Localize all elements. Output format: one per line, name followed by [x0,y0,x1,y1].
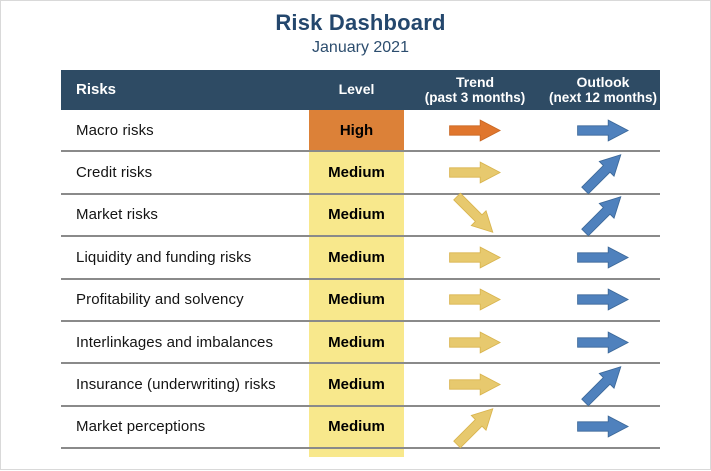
table-header-row: Risks Level Trend (past 3 months) Outloo… [61,70,660,110]
table-row: Macro risks High [61,110,660,153]
table-row: Credit risks Medium [61,152,660,195]
outlook-arrow-icon [576,195,630,237]
outlook-cell [546,152,660,195]
trend-cell [404,237,546,277]
column-header-trend: Trend (past 3 months) [404,73,546,106]
risk-level-label: Medium [328,248,385,266]
trend-cell [404,407,546,449]
table-row: Liquidity and funding risks Medium [61,237,660,280]
table-row: Insurance (underwriting) risks Medium [61,364,660,407]
trend-arrow-icon [448,153,502,193]
risk-level-cell: High [309,110,404,151]
trend-arrow-icon [448,407,502,449]
risk-level-cell: Medium [309,152,404,193]
risk-level-label: High [339,121,374,139]
risk-level-label: Medium [328,376,385,394]
risk-level-cell: Medium [309,194,404,236]
outlook-arrow-icon [576,322,630,362]
trend-cell [404,280,546,320]
title-block: Risk Dashboard January 2021 [61,10,660,59]
outlook-arrow-icon [576,365,630,407]
column-header-outlook-label: Outlook [576,73,630,90]
page-title: Risk Dashboard [275,10,446,35]
risk-level-cell: Medium [309,406,404,448]
outlook-arrow-icon [576,153,630,195]
table-row: Profitability and solvency Medium [61,279,660,322]
column-header-trend-label: Trend [455,73,495,90]
risk-name: Insurance (underwriting) risks [76,376,276,394]
outlook-arrow-icon [576,280,630,320]
trend-arrow-icon [448,322,502,362]
trend-arrow-icon [448,193,502,235]
table-row: Interlinkages and imbalances Medium [61,321,660,365]
page-subtitle: January 2021 [312,39,409,56]
risk-level-label: Medium [328,418,385,436]
outlook-cell [546,407,660,447]
outlook-cell [546,195,660,237]
trend-cell [404,364,546,404]
column-header-trend-sublabel: (past 3 months) [424,90,526,105]
outlook-cell [546,237,660,277]
risk-name: Macro risks [76,121,154,139]
trend-arrow-icon [448,110,502,150]
risk-level-cell: Medium [309,279,404,320]
risk-level-cell: Medium [309,321,404,363]
table-row: Market perceptions Medium [61,406,660,450]
level-column-stub [309,449,404,458]
column-header-level: Level [338,81,375,98]
column-header-outlook-sublabel: (next 12 months) [548,90,657,105]
risk-name: Profitability and solvency [76,291,244,309]
outlook-cell [546,322,660,362]
trend-cell [404,152,546,192]
trend-cell [404,110,546,150]
risk-name: Market perceptions [76,418,206,436]
trend-arrow-icon [448,237,502,277]
risk-table: Risks Level Trend (past 3 months) Outloo… [61,70,660,458]
trend-arrow-icon [448,280,502,320]
risk-level-cell: Medium [309,237,404,278]
trend-arrow-icon [448,365,502,405]
outlook-arrow-icon [576,110,630,150]
table-body: Macro risks High Credit risks Medium Mar… [61,110,660,450]
column-header-risks: Risks [76,81,117,99]
risk-name: Liquidity and funding risks [76,248,252,266]
column-header-outlook: Outlook (next 12 months) [546,73,660,106]
trend-cell [404,322,546,362]
table-row: Market risks Medium [61,193,660,238]
risk-level-label: Medium [328,206,385,224]
outlook-cell [546,364,660,407]
risk-level-label: Medium [328,291,385,309]
trend-cell [404,193,546,235]
outlook-arrow-icon [576,237,630,277]
risk-level-cell: Medium [309,364,404,405]
risk-level-label: Medium [328,333,385,351]
outlook-arrow-icon [576,407,630,447]
risk-name: Interlinkages and imbalances [76,333,274,351]
risk-name: Credit risks [76,164,153,182]
outlook-cell [546,110,660,150]
risk-name: Market risks [76,206,159,224]
risk-level-label: Medium [328,164,385,182]
outlook-cell [546,280,660,320]
